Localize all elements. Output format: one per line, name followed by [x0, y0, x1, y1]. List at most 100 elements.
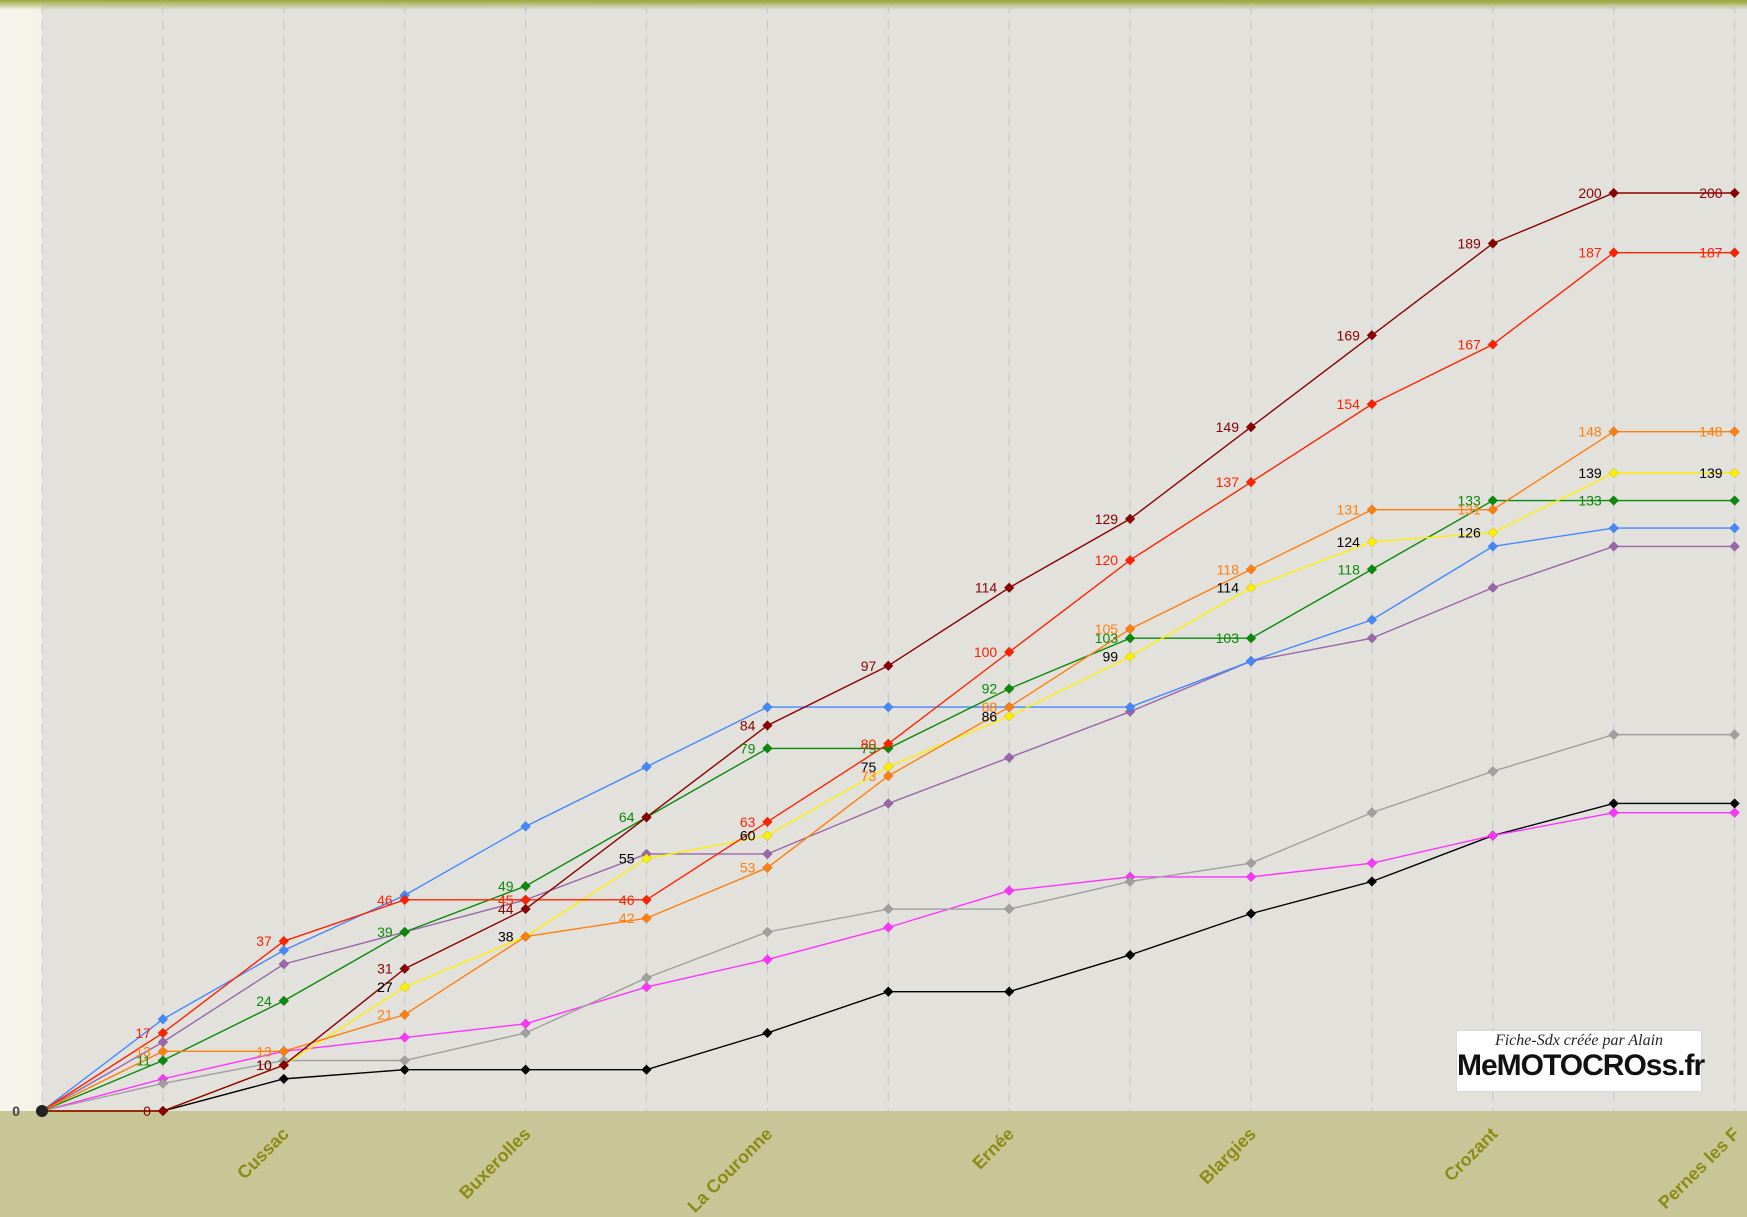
data-point	[1608, 247, 1620, 259]
data-point	[1245, 908, 1257, 919]
data-point	[1608, 467, 1620, 479]
data-label: 137	[1216, 474, 1240, 490]
data-point	[1245, 582, 1257, 594]
memotocross-logo: MeMOTOCROss.fr	[1457, 1049, 1705, 1082]
data-point	[399, 963, 411, 975]
data-point	[762, 816, 773, 828]
data-point	[1124, 701, 1136, 713]
data-point	[1003, 986, 1015, 998]
data-point	[1003, 582, 1015, 594]
data-point	[520, 821, 531, 832]
data-label: 148	[1578, 424, 1602, 440]
data-point	[1608, 807, 1620, 819]
data-point	[1487, 504, 1499, 516]
data-label: 84	[740, 717, 756, 733]
data-point	[882, 770, 894, 782]
data-label: 133	[1578, 493, 1602, 509]
data-point	[1003, 752, 1015, 763]
data-point	[399, 981, 411, 993]
data-point	[157, 1045, 169, 1057]
data-label: 0	[143, 1103, 151, 1119]
data-point	[1729, 522, 1740, 534]
data-point	[1487, 339, 1499, 350]
data-point	[278, 958, 290, 970]
data-label: 38	[498, 929, 514, 945]
data-label: 187	[1578, 245, 1602, 261]
data-point	[762, 1027, 773, 1039]
data-point	[399, 1009, 411, 1020]
data-point	[520, 903, 531, 915]
x-axis-band	[0, 1111, 1747, 1217]
data-point	[399, 894, 411, 906]
data-point	[1366, 329, 1378, 341]
data-point	[1487, 830, 1499, 841]
data-point	[882, 798, 894, 809]
data-point	[399, 1055, 411, 1066]
data-label: 79	[861, 740, 877, 756]
data-point	[520, 880, 531, 892]
data-point	[882, 903, 894, 915]
data-label: 167	[1457, 336, 1481, 352]
data-point	[762, 862, 773, 874]
data-point	[1729, 426, 1740, 438]
data-point	[1124, 876, 1136, 887]
data-point	[1366, 807, 1378, 819]
data-label: 187	[1699, 245, 1723, 261]
data-label: 131	[1337, 502, 1361, 518]
data-point	[157, 1013, 169, 1025]
data-point	[1366, 614, 1378, 626]
data-point	[1487, 541, 1499, 552]
data-point	[1003, 701, 1015, 713]
data-label: 86	[982, 708, 998, 724]
data-point	[1366, 632, 1378, 644]
data-label: 10	[256, 1057, 272, 1073]
data-label: 149	[1216, 419, 1240, 435]
data-label: 118	[1338, 561, 1361, 577]
data-label: 39	[377, 924, 393, 940]
data-point	[882, 738, 894, 750]
data-point	[1729, 495, 1740, 506]
data-point	[520, 931, 531, 942]
data-point	[1729, 247, 1740, 259]
data-point	[641, 1064, 652, 1076]
data-label: 79	[740, 740, 756, 756]
credit-box: Fiche-Sdx créée par Alain MeMOTOCROss.fr	[1456, 1030, 1705, 1092]
data-label: 105	[1095, 621, 1119, 637]
data-point	[1366, 876, 1378, 887]
data-label: 46	[619, 892, 635, 908]
data-point	[1729, 729, 1740, 740]
data-label: 129	[1095, 511, 1119, 527]
data-point	[1124, 632, 1136, 644]
plot-background	[42, 4, 1747, 1111]
data-point	[641, 894, 652, 906]
data-label: 13	[135, 1043, 151, 1059]
data-label: 31	[377, 961, 393, 977]
data-point	[1124, 949, 1136, 961]
data-point	[1487, 527, 1499, 539]
data-point	[1124, 554, 1136, 566]
data-point	[1366, 857, 1378, 869]
data-point	[762, 743, 773, 754]
data-label: 17	[135, 1025, 151, 1041]
data-label: 200	[1699, 185, 1723, 201]
data-point	[882, 660, 894, 672]
data-point	[1245, 421, 1257, 433]
data-label: 133	[1457, 493, 1481, 509]
data-label: 114	[975, 580, 998, 596]
data-point	[1245, 871, 1257, 883]
data-label: 45	[498, 892, 514, 908]
data-point	[399, 926, 411, 938]
top-shade	[0, 0, 1747, 10]
data-label: 169	[1337, 327, 1361, 343]
data-label: 200	[1578, 185, 1602, 201]
data-point	[1729, 541, 1740, 552]
data-label: 27	[377, 979, 393, 995]
data-label: 24	[256, 993, 272, 1009]
data-point	[1003, 683, 1015, 695]
data-point	[1003, 646, 1015, 658]
data-point	[882, 922, 894, 933]
data-point	[1003, 903, 1015, 915]
origin-point	[36, 1105, 48, 1117]
